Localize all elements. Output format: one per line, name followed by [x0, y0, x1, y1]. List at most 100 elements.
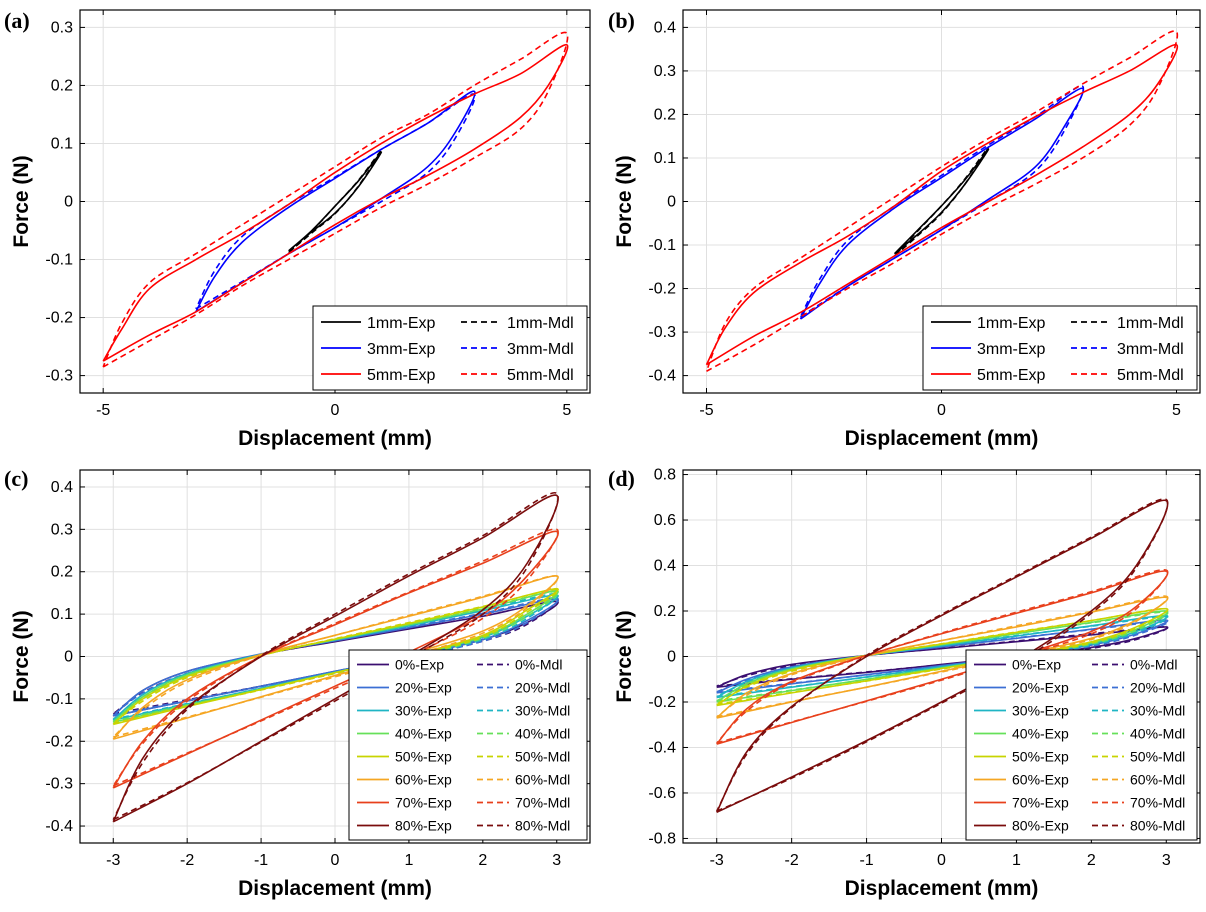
series-line-5mm-Mdl — [102, 31, 569, 368]
series-line-20%-Exp — [112, 598, 559, 717]
x-axis-title: Displacement (mm) — [845, 877, 1039, 900]
series-line-30%-Mdl — [716, 615, 1169, 698]
series-line-60%-Mdl — [716, 595, 1169, 718]
legend-label: 1mm-Exp — [367, 315, 436, 332]
y-tick-label: 0 — [667, 194, 676, 211]
x-tick-label: 2 — [478, 852, 487, 869]
legend-label: 20%-Mdl — [515, 680, 570, 696]
legend-label: 60%-Exp — [1012, 772, 1069, 788]
y-tick-label: -0.2 — [45, 733, 73, 750]
y-tick-label: 0.2 — [654, 106, 676, 123]
y-tick-label: 0.3 — [654, 63, 676, 80]
y-tick-label: 0 — [64, 649, 73, 666]
x-tick-label: -1 — [254, 852, 268, 869]
legend-label: 80%-Mdl — [515, 818, 570, 834]
legend-label: 40%-Exp — [1012, 726, 1069, 742]
x-axis-title: Displacement (mm) — [238, 427, 432, 450]
legend-label: 3mm-Mdl — [507, 341, 574, 358]
x-tick-label: 1 — [1012, 852, 1021, 869]
series-line-50%-Exp — [112, 587, 559, 726]
legend-label: 30%-Exp — [395, 703, 452, 719]
legend-label: 1mm-Mdl — [507, 315, 574, 332]
legend: 0%-Exp 0%-Mdl 20%-Exp 20%-Mdl 30%-Exp 30%-Mdl… — [965, 649, 1198, 841]
y-tick-label: 0.1 — [51, 606, 73, 623]
legend-label: 20%-Exp — [1012, 680, 1069, 696]
panel-letter: (a) — [4, 8, 30, 33]
legend-label: 70%-Mdl — [1130, 795, 1185, 811]
series-group — [705, 30, 1179, 372]
x-tick-label: -5 — [699, 402, 713, 419]
series-line-5mm-Exp — [102, 44, 569, 362]
legend-label: 3mm-Mdl — [1117, 341, 1184, 358]
x-tick-label: 0 — [331, 852, 340, 869]
y-axis-title: Force (N) — [613, 610, 636, 702]
legend-label: 30%-Exp — [1012, 703, 1069, 719]
x-tick-label: 0 — [937, 852, 946, 869]
y-tick-label: -0.3 — [648, 324, 676, 341]
x-tick-label: 5 — [1172, 402, 1181, 419]
panel-letter: (b) — [608, 8, 635, 33]
legend-label: 40%-Mdl — [1130, 726, 1185, 742]
series-line-70%-Mdl — [112, 528, 559, 787]
legend-label: 30%-Mdl — [515, 703, 570, 719]
series-line-50%-Mdl — [112, 588, 559, 725]
legend-label: 0%-Exp — [1012, 657, 1061, 673]
legend-label: 1mm-Mdl — [1117, 315, 1184, 332]
chart-panel-3: -3 -2 -1 0 1 2 3 -0.4 -0.3 -0.2 -0.1 0 0.1 0.2 0.3 0.4 D… — [4, 466, 591, 900]
x-tick-label: -3 — [710, 852, 724, 869]
series-line-60%-Mdl — [112, 575, 559, 738]
legend-label: 70%-Exp — [395, 795, 452, 811]
legend: 1mm-Exp 1mm-Mdl 3mm-Exp 3mm-Mdl 5mm-Exp 5mm-M… — [312, 305, 588, 391]
x-axis-title: Displacement (mm) — [238, 877, 432, 900]
legend-label: 60%-Mdl — [1130, 772, 1185, 788]
y-axis-title: Force (N) — [613, 155, 636, 247]
legend-label: 60%-Exp — [395, 772, 452, 788]
chart-panel-4: -3 -2 -1 0 1 2 3 -0.8 -0.6 -0.4 -0.2 0 0.2 0.4 0.6 0.8 D… — [608, 466, 1201, 900]
series-line-5mm-Exp — [705, 44, 1179, 366]
legend-label: 30%-Mdl — [1130, 703, 1185, 719]
legend-label: 70%-Exp — [1012, 795, 1069, 811]
chart-panel-1: -5 0 5 -0.3 -0.2 -0.1 0 0.1 0.2 0.3 Displacement (… — [4, 8, 591, 450]
y-tick-label: -0.3 — [45, 776, 73, 793]
y-tick-label: 0.4 — [654, 558, 676, 575]
y-tick-label: -0.2 — [648, 694, 676, 711]
legend-label: 1mm-Exp — [977, 315, 1046, 332]
series-line-70%-Mdl — [716, 569, 1169, 744]
legend-label: 20%-Exp — [395, 680, 452, 696]
legend-label: 40%-Mdl — [515, 726, 570, 742]
y-tick-label: 0.2 — [654, 603, 676, 620]
series-line-3mm-Mdl — [799, 85, 1085, 318]
y-tick-label: 0.4 — [51, 479, 73, 496]
legend-box — [348, 649, 588, 841]
series-line-80%-Exp — [716, 499, 1169, 814]
legend-label: 0%-Exp — [395, 657, 444, 673]
legend-label: 5mm-Mdl — [507, 367, 574, 384]
legend-label: 3mm-Exp — [367, 341, 436, 358]
legend-label: 50%-Exp — [395, 749, 452, 765]
x-tick-label: -1 — [859, 852, 873, 869]
legend-label: 80%-Mdl — [1130, 818, 1185, 834]
y-tick-label: 0.1 — [654, 150, 676, 167]
x-tick-label: -2 — [785, 852, 799, 869]
y-tick-label: 0.1 — [51, 135, 73, 152]
x-tick-label: -3 — [106, 852, 120, 869]
y-tick-label: -0.6 — [648, 785, 676, 802]
x-tick-label: -2 — [180, 852, 194, 869]
legend-label: 5mm-Exp — [977, 367, 1046, 384]
legend-label: 5mm-Mdl — [1117, 367, 1184, 384]
series-line-80%-Exp — [112, 494, 559, 823]
legend-label: 80%-Exp — [1012, 818, 1069, 834]
series-line-3mm-Exp — [799, 87, 1085, 320]
legend: 0%-Exp 0%-Mdl 20%-Exp 20%-Mdl 30%-Exp 30%-Mdl… — [348, 649, 588, 841]
y-tick-label: -0.2 — [648, 281, 676, 298]
y-tick-label: -0.1 — [45, 252, 73, 269]
y-tick-label: 0.2 — [51, 564, 73, 581]
y-tick-label: -0.4 — [45, 818, 73, 835]
y-tick-label: 0.3 — [51, 521, 73, 538]
y-tick-label: 0.2 — [51, 77, 73, 94]
panel-letter: (d) — [608, 466, 635, 491]
y-tick-label: 0 — [64, 194, 73, 211]
y-tick-label: -0.4 — [648, 368, 676, 385]
y-tick-label: -0.4 — [648, 739, 676, 756]
